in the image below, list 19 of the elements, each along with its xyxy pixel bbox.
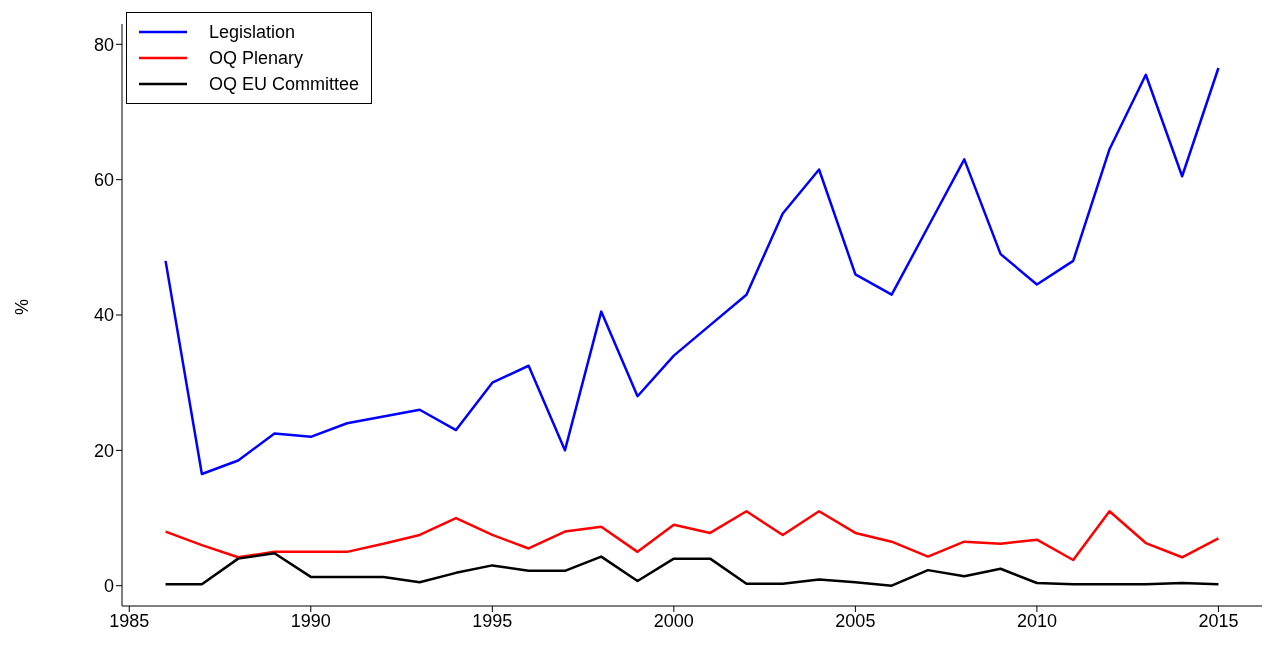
y-tick-label: 40 <box>93 305 114 326</box>
legend-label: OQ EU Committee <box>209 73 360 96</box>
legend-label: Legislation <box>209 21 296 44</box>
y-tick-label: 20 <box>93 440 114 461</box>
y-tick-label: 0 <box>103 576 114 597</box>
x-tick-label: 2005 <box>835 610 876 631</box>
x-tick-label: 2015 <box>1198 610 1239 631</box>
y-tick-label: 60 <box>93 170 114 191</box>
legend-label: OQ Plenary <box>209 47 304 70</box>
x-tick-label: 1985 <box>109 610 150 631</box>
x-tick-label: 2000 <box>653 610 694 631</box>
line-series <box>164 551 1220 587</box>
line-series <box>164 510 1220 562</box>
x-tick-label: 1990 <box>290 610 331 631</box>
x-tick-label: 1995 <box>472 610 513 631</box>
x-tick-label: 2010 <box>1016 610 1057 631</box>
y-tick-label: 80 <box>93 34 114 55</box>
line-series <box>164 66 1220 476</box>
y-axis-title: % <box>12 298 33 315</box>
